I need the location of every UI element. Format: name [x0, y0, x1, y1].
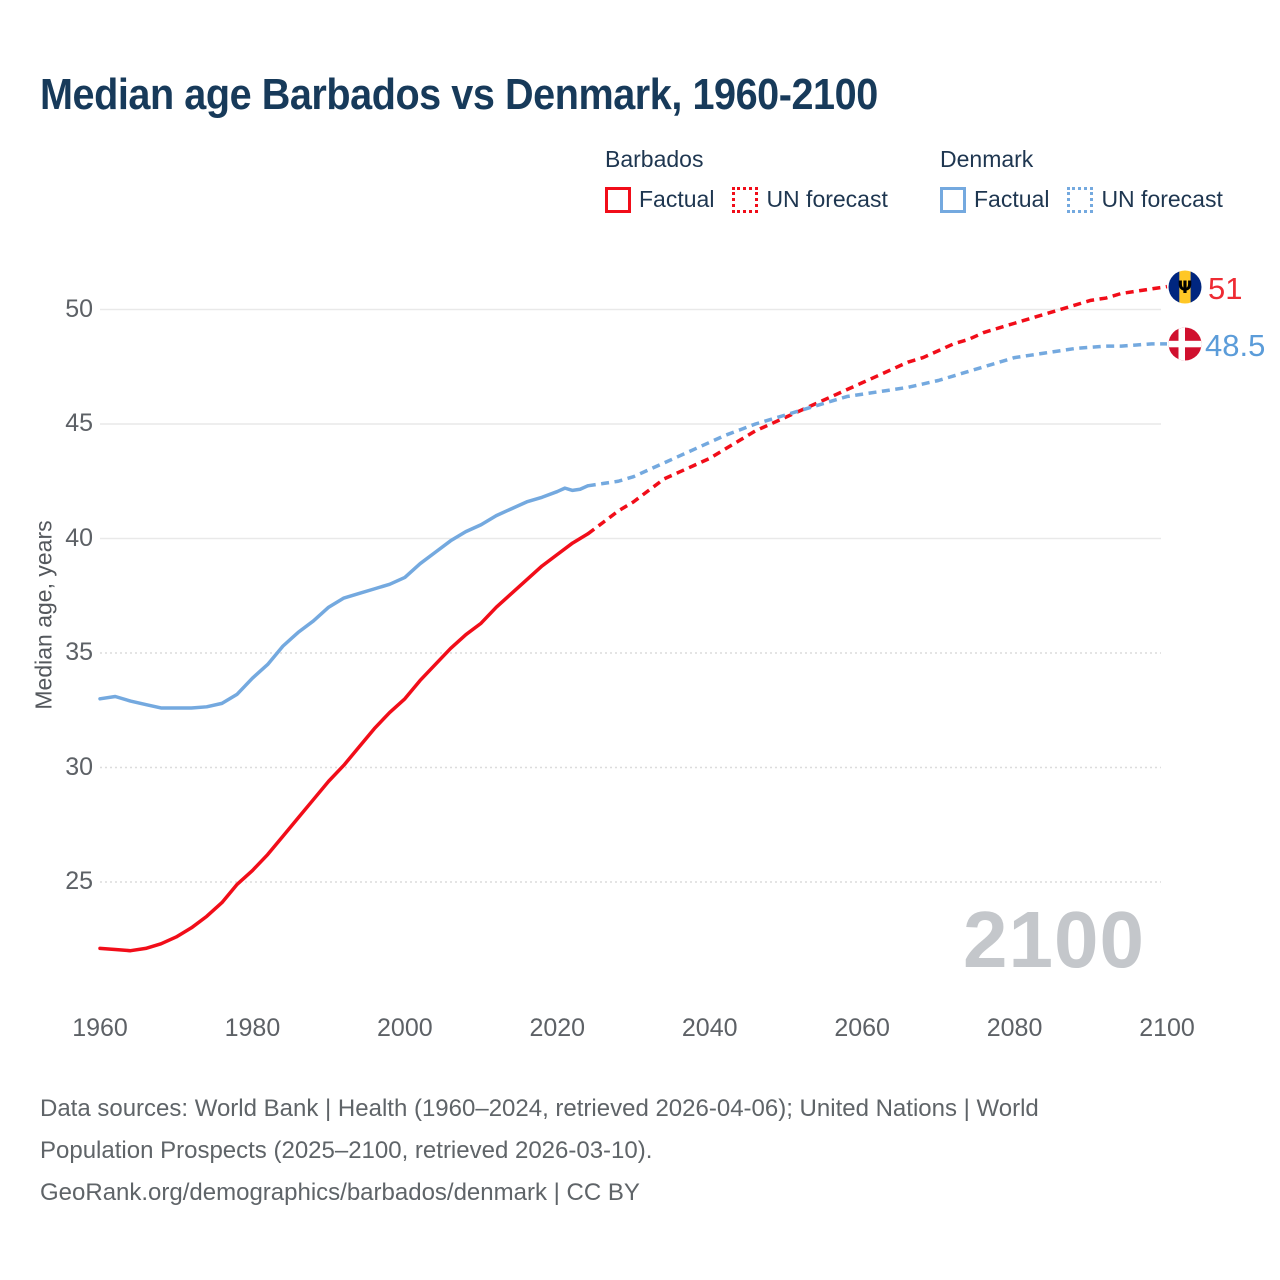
legend-item-label: UN forecast — [766, 186, 888, 212]
x-tick-label-1960: 1960 — [72, 1014, 128, 1042]
barbados-flag-icon: Ψ — [1168, 270, 1202, 304]
footer-line-1: Data sources: World Bank | Health (1960–… — [40, 1095, 1039, 1122]
y-tick-label-25: 25 — [65, 867, 93, 895]
x-tick-label-2040: 2040 — [681, 1014, 738, 1042]
legend-row-denmark: Factual UN forecast — [940, 186, 1241, 213]
x-tick-label-2020: 2020 — [529, 1014, 586, 1042]
y-tick-label-50: 50 — [65, 294, 93, 323]
legend-item-label: Factual — [974, 186, 1050, 212]
page-title: Median age Barbados vs Denmark, 1960-210… — [40, 70, 878, 119]
legend-group-barbados: Barbados — [605, 146, 704, 172]
denmark-factual-swatch-icon — [940, 186, 966, 213]
barbados-end-value: 51 — [1208, 271, 1243, 306]
series-denmark-forecast — [587, 342, 1167, 488]
x-tick-label-2080: 2080 — [986, 1014, 1043, 1042]
series-barbados-factual — [98, 532, 590, 953]
legend-item-label: Factual — [639, 186, 715, 212]
y-tick-label-35: 35 — [65, 638, 93, 666]
x-tick-label-1980: 1980 — [224, 1014, 281, 1042]
barbados-factual-swatch-icon — [605, 186, 631, 213]
series-denmark-factual — [98, 484, 590, 710]
legend-group-denmark: Denmark — [940, 146, 1034, 172]
svg-text:Ψ: Ψ — [1178, 278, 1192, 298]
year-watermark: 2100 — [963, 895, 1145, 984]
y-tick-label-45: 45 — [65, 409, 93, 437]
x-tick-label-2060: 2060 — [834, 1014, 890, 1042]
x-tick-label-2000: 2000 — [377, 1014, 433, 1042]
legend-item-label: UN forecast — [1101, 186, 1223, 212]
barbados-forecast-swatch-icon — [732, 186, 759, 213]
denmark-end-value: 48.5 — [1205, 328, 1266, 363]
denmark-flag-icon — [1168, 327, 1202, 361]
footer: Data sources: World Bank | Health (1960–… — [40, 1088, 1039, 1214]
x-tick-label-2100: 2100 — [1139, 1014, 1195, 1042]
footer-line-3: GeoRank.org/demographics/barbados/denmar… — [40, 1179, 640, 1206]
y-tick-label-30: 30 — [65, 752, 93, 781]
y-tick-label-40: 40 — [65, 523, 93, 552]
footer-line-2: Population Prospects (2025–2100, retriev… — [40, 1137, 653, 1164]
legend-row-barbados: Factual UN forecast — [605, 186, 906, 213]
denmark-forecast-swatch-icon — [1067, 186, 1094, 213]
series-barbados-forecast — [586, 284, 1168, 536]
